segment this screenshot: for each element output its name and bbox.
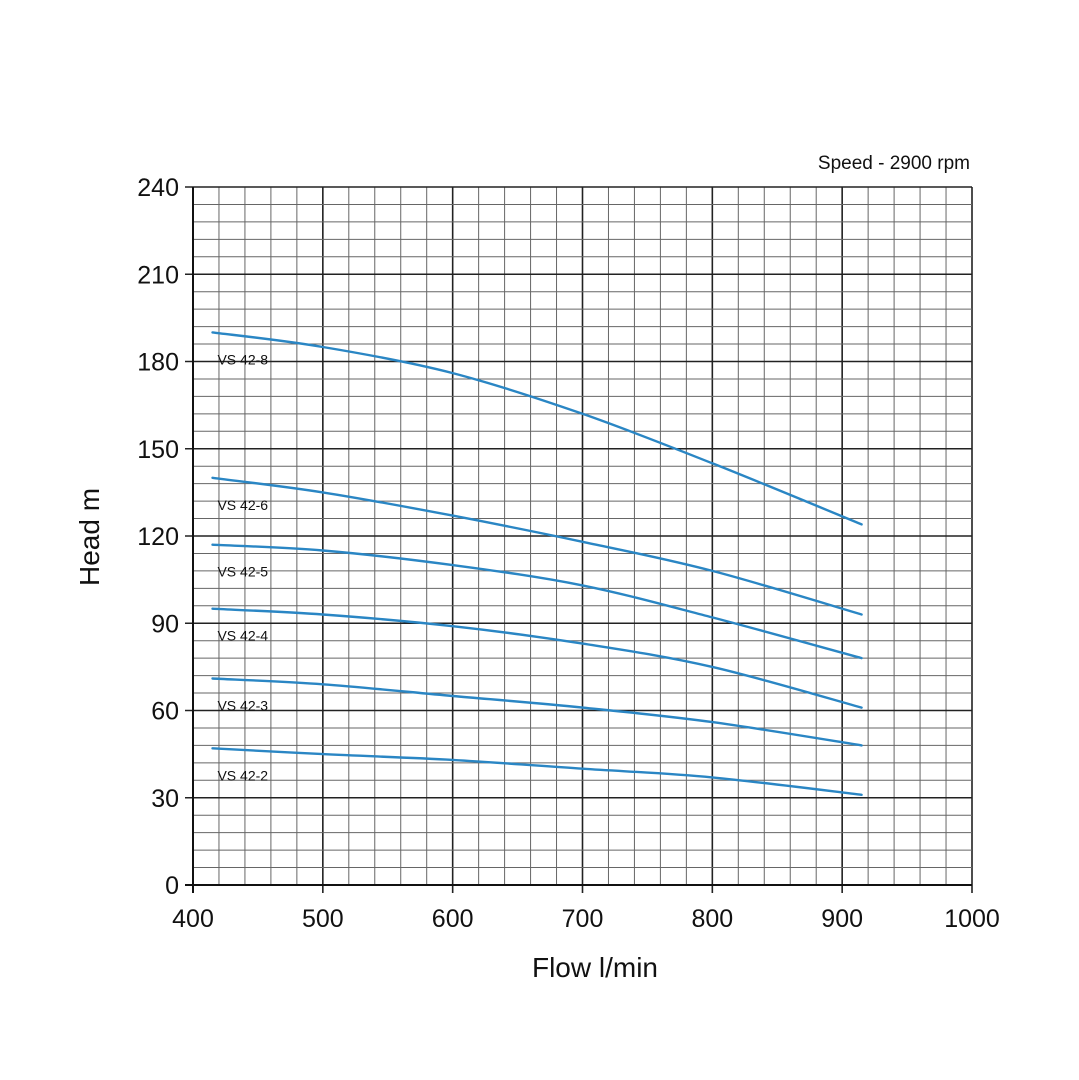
series-label: VS 42-5 bbox=[217, 564, 268, 580]
x-tick-label: 700 bbox=[562, 905, 604, 933]
y-tick-label: 60 bbox=[151, 698, 179, 726]
y-tick-label: 240 bbox=[137, 174, 179, 202]
series-lines bbox=[211, 331, 863, 796]
y-tick-label: 0 bbox=[165, 872, 179, 900]
series-label: VS 42-8 bbox=[217, 351, 268, 367]
series-label: VS 42-2 bbox=[217, 767, 268, 783]
series-line bbox=[211, 747, 863, 796]
y-tick-label: 210 bbox=[137, 261, 179, 289]
y-tick-label: 90 bbox=[151, 610, 179, 638]
series-label: VS 42-4 bbox=[217, 628, 268, 644]
series-labels: VS 42-8 VS 42-6 VS 42-5 VS 42-4 VS 42-3 VS 42… bbox=[217, 351, 268, 783]
y-tick-label: 180 bbox=[137, 349, 179, 377]
y-tick-label: 30 bbox=[151, 785, 179, 813]
series-line bbox=[211, 607, 863, 709]
y-tick-label: 120 bbox=[137, 523, 179, 551]
tick-labels: 400 500 600 700 800 900 1000 0 30 60 90 120 150 180 21… bbox=[137, 174, 1000, 933]
y-axis-label: Head m bbox=[74, 488, 105, 586]
speed-note: Speed - 2900 rpm bbox=[818, 153, 970, 174]
series-line bbox=[211, 543, 863, 660]
x-tick-label: 400 bbox=[172, 905, 214, 933]
series-line bbox=[211, 476, 863, 616]
x-axis-label: Flow l/min bbox=[532, 952, 658, 983]
x-tick-label: 1000 bbox=[944, 905, 1000, 933]
grid bbox=[185, 186, 973, 893]
series-line bbox=[211, 331, 863, 526]
y-tick-label: 150 bbox=[137, 436, 179, 464]
series-label: VS 42-3 bbox=[217, 698, 268, 714]
x-tick-label: 500 bbox=[302, 905, 344, 933]
series-line bbox=[211, 677, 863, 747]
x-tick-label: 600 bbox=[432, 905, 474, 933]
x-tick-label: 800 bbox=[691, 905, 733, 933]
x-tick-label: 900 bbox=[821, 905, 863, 933]
series-label: VS 42-6 bbox=[217, 497, 268, 513]
